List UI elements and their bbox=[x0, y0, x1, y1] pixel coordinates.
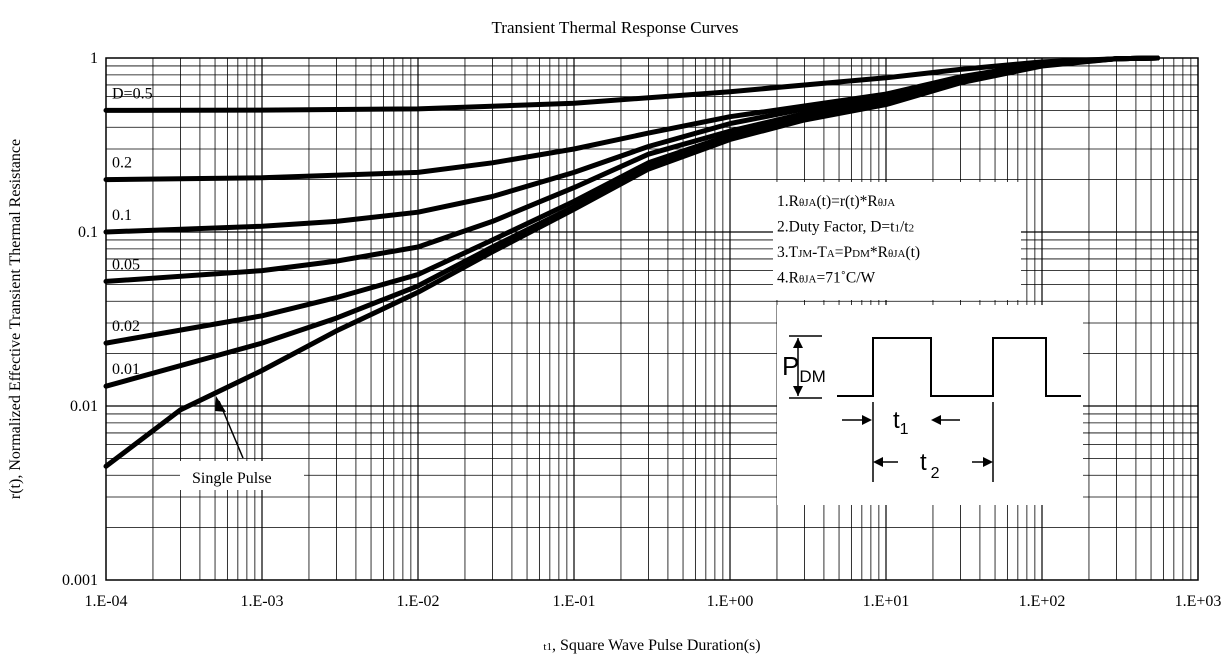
note-subscript: JA bbox=[893, 248, 905, 260]
single-pulse-arrowhead bbox=[215, 396, 226, 412]
x-tick-label: 1.E+01 bbox=[863, 593, 910, 610]
y-tick-label: 0.001 bbox=[62, 572, 98, 589]
note-line: 4.RθJA=71˚C/W bbox=[777, 270, 876, 287]
y-tick-label: 1 bbox=[90, 50, 98, 67]
note-line: 1.RθJA(t)=r(t)*RθJA bbox=[777, 193, 895, 210]
note-subscript: JA bbox=[883, 197, 895, 209]
t1-label-sub: 1 bbox=[900, 421, 909, 438]
pdm-label-main: P bbox=[782, 351, 799, 381]
note-text: 4.R bbox=[777, 270, 800, 287]
note-subscript: θ bbox=[799, 197, 804, 209]
y-tick-label: 0.01 bbox=[70, 398, 98, 415]
x-tick-label: 1.E+00 bbox=[707, 593, 754, 610]
note-text: -T bbox=[812, 244, 827, 261]
note-text: 1.R bbox=[777, 193, 800, 210]
note-subscript: DM bbox=[852, 248, 870, 260]
note-line: 2.Duty Factor, D=t1/t2 bbox=[777, 219, 914, 236]
t1-arrow-right-head bbox=[931, 415, 941, 425]
note-text: (t)=r(t)*R bbox=[816, 193, 878, 210]
x-axis-label-text: , Square Wave Pulse Duration(s) bbox=[552, 637, 761, 654]
plot-frame bbox=[105, 57, 1199, 581]
y-tick-labels: 0.001 0.01 0.1 1 bbox=[62, 50, 98, 589]
x-tick-label: 1.E+02 bbox=[1019, 593, 1066, 610]
t2-arrow-left-head bbox=[873, 457, 883, 467]
series-label: 0.02 bbox=[112, 318, 140, 335]
note-subscript: A bbox=[827, 248, 835, 260]
pdm-arrow-up bbox=[793, 338, 803, 348]
t1-arrow-left-head bbox=[862, 415, 872, 425]
pdm-label: PDM bbox=[782, 351, 826, 386]
single-pulse-label: Single Pulse bbox=[192, 470, 272, 487]
note-subscript: θ bbox=[799, 274, 804, 286]
pdm-label-sub: DM bbox=[799, 367, 825, 386]
x-tick-label: 1.E-04 bbox=[84, 593, 127, 610]
x-axis-label: t1, Square Wave Pulse Duration(s) bbox=[543, 637, 760, 654]
t1-label-main: t bbox=[893, 407, 900, 434]
note-text: *R bbox=[870, 244, 889, 261]
note-subscript: 1 bbox=[894, 223, 900, 235]
note-text: (t) bbox=[905, 244, 920, 261]
note-text: =P bbox=[835, 244, 852, 261]
note-text: 2.Duty Factor, D=t bbox=[777, 219, 895, 236]
t2-label-main: t bbox=[920, 449, 927, 476]
series-label: D=0.5 bbox=[112, 85, 153, 102]
y-tick-label: 0.1 bbox=[78, 224, 98, 241]
note-text: /t bbox=[900, 219, 909, 236]
note-subscript: 2 bbox=[909, 223, 915, 235]
note-subscript: JA bbox=[804, 274, 816, 286]
series-label: 0.01 bbox=[112, 361, 140, 378]
note-subscript: JA bbox=[804, 197, 816, 209]
pdm-arrow-down bbox=[793, 386, 803, 396]
series-lines bbox=[103, 55, 1160, 469]
series-line bbox=[103, 55, 1160, 469]
y-axis-label: r(t), Normalized Effective Transient The… bbox=[7, 139, 24, 499]
note-text: =71˚C/W bbox=[816, 270, 875, 287]
note-line: 3.TJM-TA=PDM*RθJA(t) bbox=[777, 244, 920, 261]
series-label: 0.05 bbox=[112, 256, 140, 273]
x-tick-label: 1.E-02 bbox=[396, 593, 439, 610]
note-subscript: JM bbox=[798, 248, 812, 260]
note-subscript: θ bbox=[888, 248, 893, 260]
x-tick-labels: 1.E-04 1.E-03 1.E-02 1.E-01 1.E+00 1.E+01 1.E+… bbox=[84, 593, 1221, 610]
x-axis-label-sub: t1 bbox=[543, 641, 552, 653]
x-tick-label: 1.E-03 bbox=[240, 593, 283, 610]
series-label: 0.2 bbox=[112, 155, 132, 172]
note-text: 3.T bbox=[777, 244, 799, 261]
waveform-trace bbox=[837, 337, 1081, 397]
note-subscript: θ bbox=[878, 197, 883, 209]
grid-lines bbox=[106, 58, 1198, 580]
t2-arrow-right-head bbox=[983, 457, 993, 467]
t2-label-sub: 2 bbox=[931, 465, 940, 482]
series-labels: D=0.5 0.2 0.1 0.05 0.02 0.01 bbox=[112, 85, 153, 378]
x-tick-label: 1.E+03 bbox=[1175, 593, 1222, 610]
single-pulse-callout: Single Pulse bbox=[180, 396, 304, 490]
x-tick-label: 1.E-01 bbox=[552, 593, 595, 610]
series-label: 0.1 bbox=[112, 207, 132, 224]
t1-label: t1 bbox=[893, 407, 909, 438]
chart-title: Transient Thermal Response Curves bbox=[492, 18, 739, 37]
